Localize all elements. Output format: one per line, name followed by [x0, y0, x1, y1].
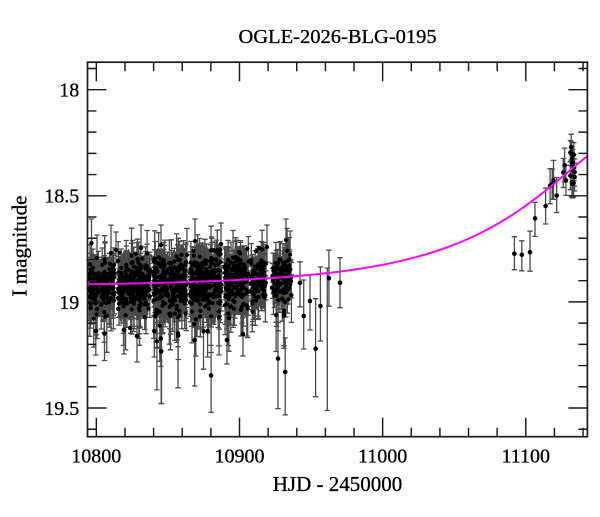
svg-text:18.5: 18.5: [44, 186, 79, 208]
svg-text:19: 19: [59, 292, 79, 314]
svg-text:11100: 11100: [502, 446, 551, 468]
svg-text:19.5: 19.5: [44, 398, 79, 420]
svg-text:HJD - 2450000: HJD - 2450000: [273, 472, 403, 496]
svg-text:11000: 11000: [358, 446, 407, 468]
svg-text:18: 18: [59, 80, 79, 102]
svg-text:OGLE-2026-BLG-0195: OGLE-2026-BLG-0195: [239, 26, 437, 48]
svg-text:I magnitude: I magnitude: [7, 196, 31, 297]
svg-text:10800: 10800: [71, 446, 121, 468]
svg-text:10900: 10900: [215, 446, 265, 468]
